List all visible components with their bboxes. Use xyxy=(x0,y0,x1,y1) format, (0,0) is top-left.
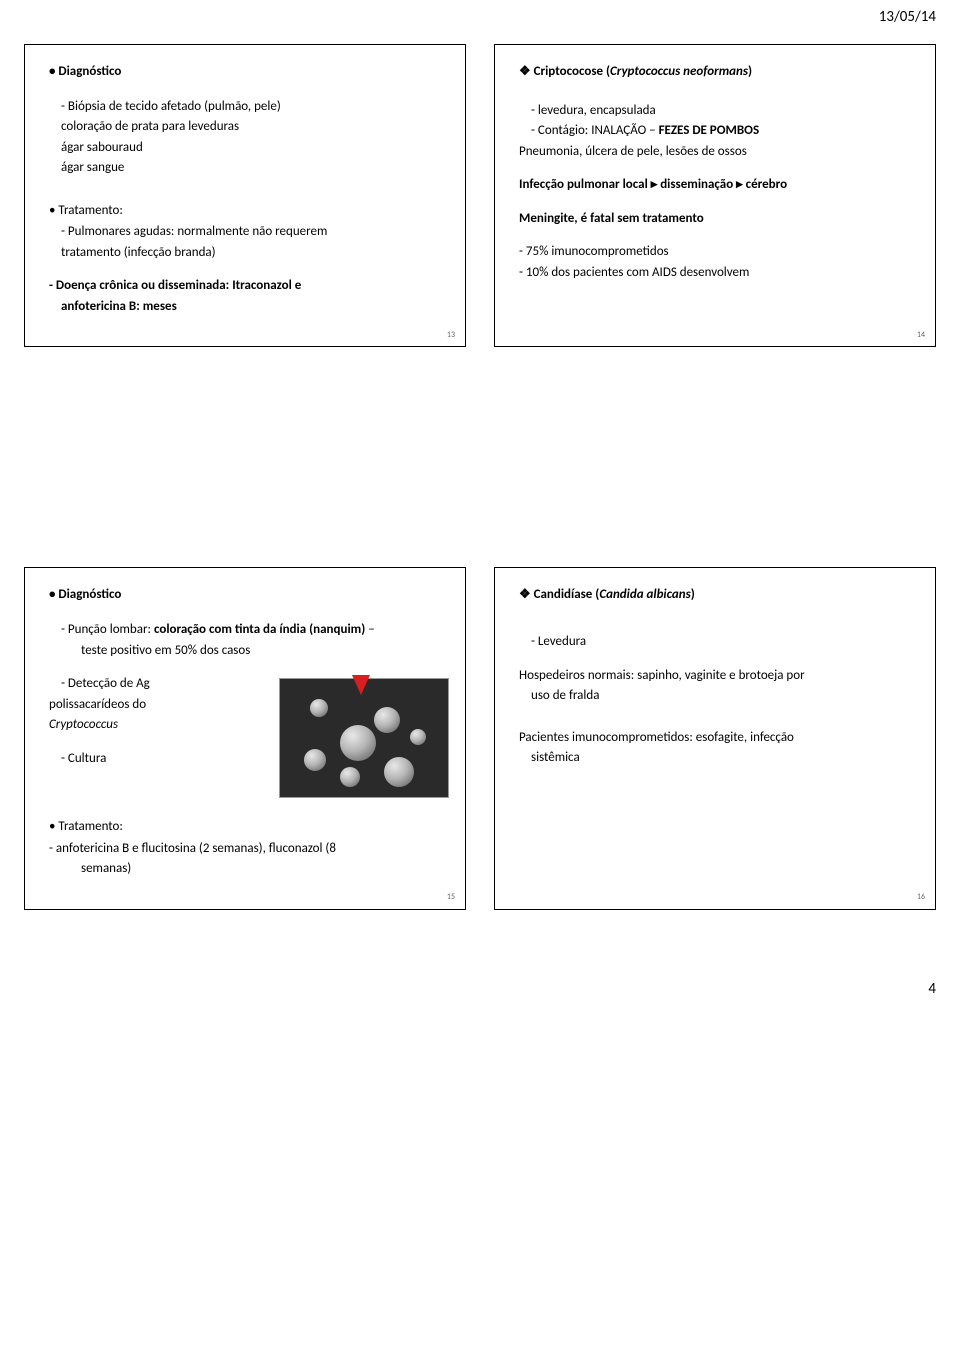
text: ágar sabouraud xyxy=(61,139,449,157)
text: ágar sangue xyxy=(61,159,449,177)
text: coloração com tinta da índia (nanquim) xyxy=(154,622,365,637)
text: tratamento (infecção branda) xyxy=(61,244,449,262)
text: coloração de prata para leveduras xyxy=(61,118,449,136)
text: - 10% dos pacientes com AIDS desenvolvem xyxy=(519,264,919,282)
text: Punção lombar: xyxy=(68,622,154,637)
text: ) xyxy=(748,64,752,79)
row-2: Diagnóstico Punção lombar: coloração com… xyxy=(24,567,936,909)
page-number: 4 xyxy=(928,980,936,998)
text: Candida albicans xyxy=(599,587,690,602)
text: Meningite, é fatal sem tratamento xyxy=(519,210,919,228)
text: Infecção pulmonar local ▸ disseminação ▸… xyxy=(519,176,919,194)
slide-number: 16 xyxy=(917,892,925,903)
text: teste positivo em 50% dos casos xyxy=(81,642,449,660)
detection-row: Detecção de Ag polissacarídeos do Crypto… xyxy=(41,672,449,804)
text: - 75% imunocomprometidos xyxy=(519,243,919,261)
text: Detecção de Ag xyxy=(61,675,271,693)
text: polissacarídeos do xyxy=(49,696,271,714)
text: anfotericina B: meses xyxy=(61,298,449,316)
slide-number: 13 xyxy=(447,330,455,341)
text: Punção lombar: coloração com tinta da ín… xyxy=(61,621,449,639)
text: Pneumonia, úlcera de pele, lesões de oss… xyxy=(519,143,919,161)
text: Contágio: INALAÇÃO – xyxy=(538,123,659,138)
text: disseminação xyxy=(657,177,736,192)
heading: Criptococose (Cryptococcus neoformans) xyxy=(519,63,919,81)
slide-number: 15 xyxy=(447,892,455,903)
heading: Diagnóstico xyxy=(49,586,449,604)
handout: Diagnóstico Biópsia de tecido afetado (p… xyxy=(0,0,960,1010)
slide-number: 14 xyxy=(917,330,925,341)
text: Cryptococcus neoformans xyxy=(610,64,748,79)
text: levedura, encapsulada xyxy=(531,102,919,120)
heading: Diagnóstico xyxy=(49,63,449,81)
text: semanas) xyxy=(81,860,449,878)
text: uso de fralda xyxy=(531,687,919,705)
text: ) xyxy=(691,587,695,602)
text: Criptococose ( xyxy=(534,64,610,79)
text: Levedura xyxy=(531,633,919,651)
row-1: Diagnóstico Biópsia de tecido afetado (p… xyxy=(24,44,936,347)
text: Biópsia de tecido afetado (pulmão, pele) xyxy=(61,98,449,116)
text: Infecção pulmonar local xyxy=(519,177,651,192)
heading: Tratamento: xyxy=(49,818,449,836)
slide-16: Candidíase (Candida albicans) Levedura H… xyxy=(494,567,936,909)
text: Contágio: INALAÇÃO – FEZES DE POMBOS xyxy=(531,122,919,140)
text: cérebro xyxy=(743,177,787,192)
text: Pulmonares agudas: normalmente não reque… xyxy=(61,223,449,241)
text: – xyxy=(365,622,374,637)
text: Pacientes imunocomprometidos: esofagite,… xyxy=(519,729,919,747)
slide-15: Diagnóstico Punção lombar: coloração com… xyxy=(24,567,466,909)
slide-14: Criptococose (Cryptococcus neoformans) l… xyxy=(494,44,936,347)
text: - anfotericina B e flucitosina (2 semana… xyxy=(49,840,449,858)
heading: Candidíase (Candida albicans) xyxy=(519,586,919,604)
arrow-icon xyxy=(352,675,370,695)
slide-13: Diagnóstico Biópsia de tecido afetado (p… xyxy=(24,44,466,347)
text: Cryptococcus xyxy=(49,716,271,734)
page-date: 13/05/14 xyxy=(879,8,936,26)
text: sistêmica xyxy=(531,749,919,767)
text: Hospedeiros normais: sapinho, vaginite e… xyxy=(519,667,919,685)
text: Candidíase ( xyxy=(534,587,600,602)
text: - Doença crônica ou disseminada: Itracon… xyxy=(49,277,449,295)
text: Cultura xyxy=(61,750,271,768)
microscopy-image xyxy=(279,678,449,798)
text: FEZES DE POMBOS xyxy=(659,123,760,138)
heading: Tratamento: xyxy=(49,202,449,220)
